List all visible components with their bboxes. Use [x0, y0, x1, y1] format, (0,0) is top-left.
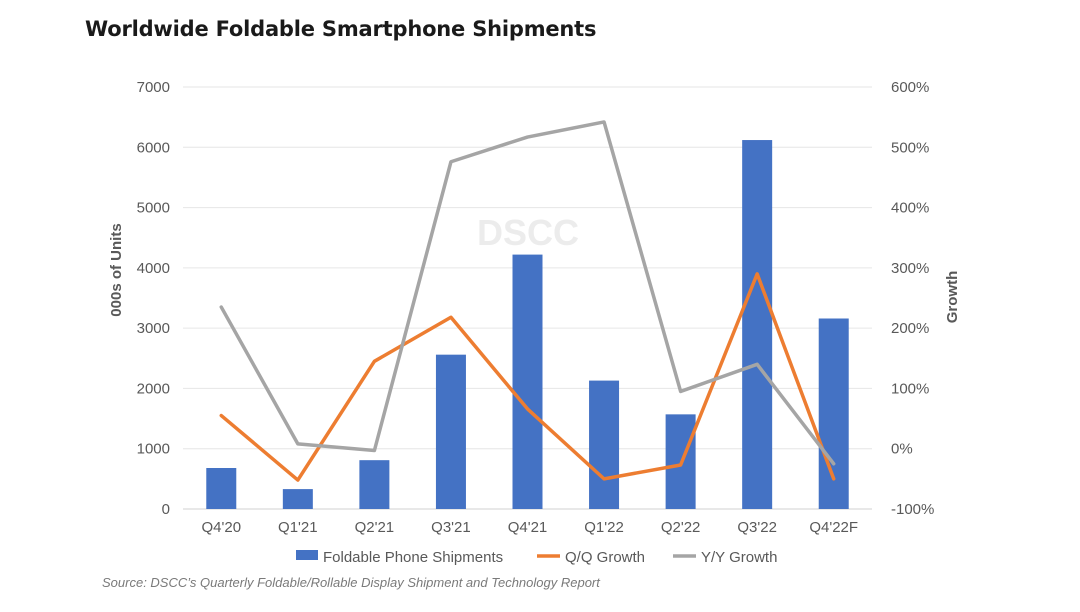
- right-axis-tick: 500%: [891, 139, 929, 156]
- x-axis-tick: Q1'22: [584, 519, 624, 536]
- legend: Foldable Phone Shipments Q/Q Growth Y/Y Gr…: [296, 549, 777, 566]
- right-axis-tick: 0%: [891, 441, 913, 458]
- left-axis-tick: 1000: [137, 441, 170, 458]
- x-axis-tick: Q4'21: [508, 519, 548, 536]
- bar: [282, 489, 313, 509]
- right-axis-ticks: -100% 0% 100% 200% 300% 400% 500% 600%: [891, 79, 934, 518]
- x-axis-tick: Q3'22: [737, 519, 777, 536]
- left-axis-tick: 7000: [137, 79, 170, 96]
- x-axis-tick: Q2'22: [661, 519, 701, 536]
- x-axis-tick: Q1'21: [278, 519, 318, 536]
- qq-growth-line: [219, 272, 836, 482]
- right-axis-tick: 600%: [891, 79, 929, 96]
- x-axis-ticks: Q4'20 Q1'21 Q2'21 Q3'21 Q4'21 Q1'22 Q2'22 Q3'22…: [201, 519, 858, 536]
- x-axis-tick: Q3'21: [431, 519, 471, 536]
- left-axis-tick: 5000: [137, 200, 170, 217]
- left-axis-ticks: 0 1000 2000 3000 4000 5000 6000 7000: [137, 79, 170, 518]
- x-axis-tick: Q4'22F: [809, 519, 858, 536]
- legend-label-shipments: Foldable Phone Shipments: [323, 549, 503, 566]
- page-title: Worldwide Foldable Smartphone Shipments: [85, 17, 597, 41]
- x-axis-tick: Q4'20: [201, 519, 241, 536]
- left-axis-title: 000s of Units: [108, 223, 125, 316]
- legend-label-yy: Y/Y Growth: [701, 549, 777, 566]
- left-axis-tick: 0: [162, 501, 170, 518]
- legend-label-qq: Q/Q Growth: [565, 549, 645, 566]
- right-axis-tick: 400%: [891, 200, 929, 217]
- left-axis-tick: 6000: [137, 139, 170, 156]
- right-axis-tick: 100%: [891, 380, 929, 397]
- left-axis-tick: 2000: [137, 380, 170, 397]
- right-axis-tick: 300%: [891, 260, 929, 277]
- watermark: DSCC: [477, 212, 579, 253]
- legend-swatch-shipments: [296, 550, 318, 560]
- bar: [589, 380, 620, 509]
- left-axis-tick: 4000: [137, 260, 170, 277]
- bar: [435, 354, 466, 509]
- bar: [206, 468, 237, 509]
- bar: [512, 254, 543, 509]
- bar: [742, 140, 773, 509]
- right-axis-tick: 200%: [891, 320, 929, 337]
- bar: [359, 460, 390, 509]
- right-axis-tick: -100%: [891, 501, 934, 518]
- source-note: Source: DSCC’s Quarterly Foldable/Rollab…: [102, 575, 600, 590]
- x-axis-tick: Q2'21: [355, 519, 395, 536]
- line-series: [219, 120, 836, 482]
- left-axis-tick: 3000: [137, 320, 170, 337]
- right-axis-title: Growth: [944, 271, 961, 324]
- yy-growth-line: [219, 120, 836, 466]
- bar-series: [206, 140, 849, 509]
